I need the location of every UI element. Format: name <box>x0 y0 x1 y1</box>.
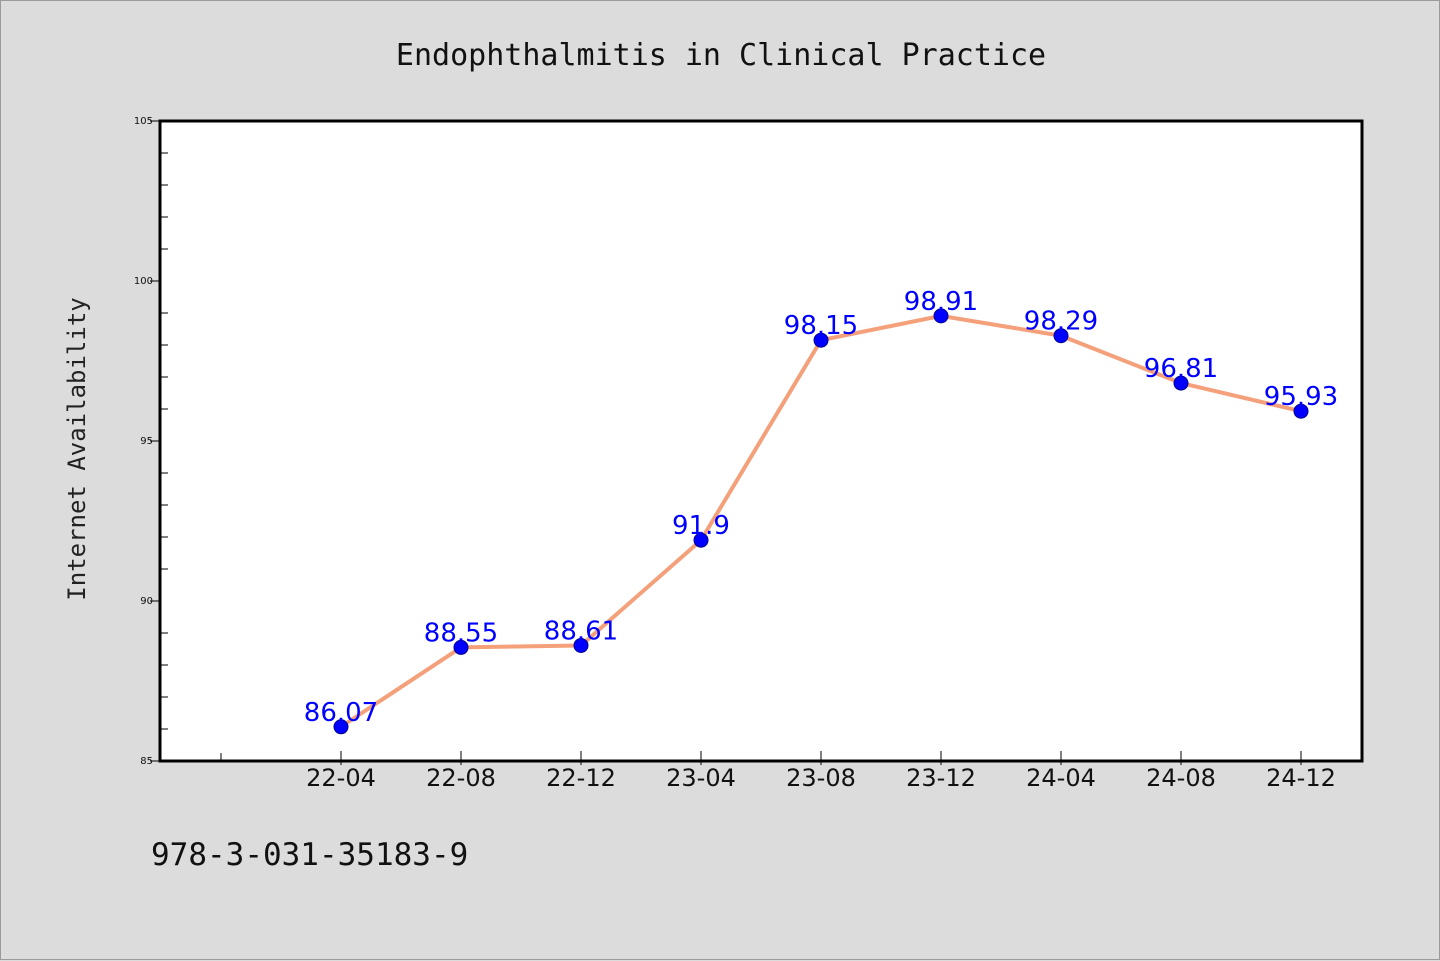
data-point <box>1173 375 1189 391</box>
data-point <box>933 308 949 324</box>
x-tick-label: 23-12 <box>906 764 976 792</box>
data-point <box>813 332 829 348</box>
data-label: 88.61 <box>544 616 618 646</box>
data-point <box>453 639 469 655</box>
data-label: 98.15 <box>784 311 858 341</box>
y-axis-ticks: 85 90 95 100 105 <box>134 116 168 767</box>
x-tick-label: 24-08 <box>1146 764 1216 792</box>
chart-title: Endophthalmitis in Clinical Practice <box>396 38 1046 73</box>
y-tick-label: 105 <box>134 116 153 127</box>
data-label: 98.29 <box>1024 307 1098 337</box>
data-point <box>693 532 709 548</box>
data-label: 91.9 <box>672 511 730 541</box>
y-tick-label: 100 <box>134 276 153 287</box>
data-point <box>1293 403 1309 419</box>
data-label: 98.91 <box>904 287 978 317</box>
x-axis-ticks: 22-04 22-08 22-12 23-04 23-08 23-12 24-04 24-08… <box>220 751 1336 792</box>
x-tick-label: 24-12 <box>1266 764 1336 792</box>
isbn-footer: 978-3-031-35183-9 <box>151 837 468 873</box>
series-layer: 86.07 88.55 88.61 91.9 98.15 98.91 98.29 96.81 9… <box>304 287 1338 735</box>
x-tick-label: 24-04 <box>1026 764 1096 792</box>
x-tick-label: 23-04 <box>666 764 736 792</box>
data-point <box>333 719 349 735</box>
y-tick-label: 85 <box>140 756 153 767</box>
data-label: 96.81 <box>1144 354 1218 384</box>
y-tick-label: 95 <box>140 436 153 447</box>
y-axis-label: Internet Availability <box>63 297 91 600</box>
data-label: 88.55 <box>424 618 498 648</box>
y-tick-label: 90 <box>140 596 153 607</box>
x-tick-label: 23-08 <box>786 764 856 792</box>
data-label: 86.07 <box>304 698 378 728</box>
data-point <box>1053 328 1069 344</box>
x-tick-label: 22-12 <box>546 764 616 792</box>
data-point <box>573 637 589 653</box>
x-tick-label: 22-04 <box>306 764 376 792</box>
data-label: 95.93 <box>1264 382 1338 412</box>
x-tick-label: 22-08 <box>426 764 496 792</box>
